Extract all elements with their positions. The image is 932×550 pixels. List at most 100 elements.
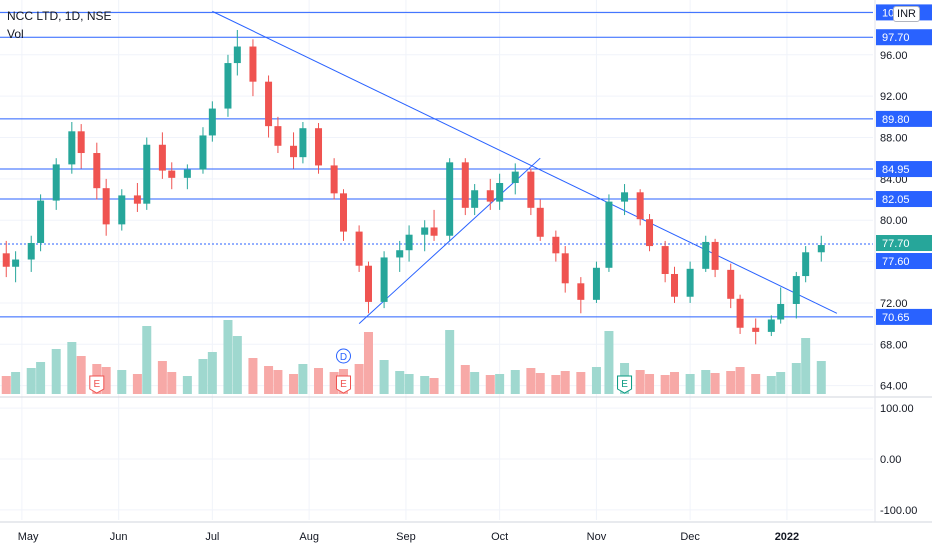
price-tick-label: 80.00 bbox=[880, 215, 908, 227]
time-tick-label: Oct bbox=[491, 531, 508, 543]
trendline bbox=[212, 10, 838, 314]
volume-bar bbox=[67, 342, 77, 394]
price-candles bbox=[2, 29, 825, 345]
candle-body bbox=[767, 319, 775, 332]
time-axis[interactable]: May Jun Jul Aug Sep Oct Nov Dec 2022 bbox=[18, 531, 799, 543]
level-price-tag bbox=[876, 191, 932, 208]
level-price-tag-label: 89.80 bbox=[882, 114, 910, 126]
candle-body bbox=[752, 327, 760, 332]
time-tick-label: Jul bbox=[205, 531, 219, 543]
candle-body bbox=[592, 267, 600, 300]
candle-body bbox=[102, 188, 110, 225]
currency-badge[interactable]: INR bbox=[893, 6, 920, 22]
volume-bar bbox=[223, 320, 233, 394]
time-tick-label: Dec bbox=[680, 531, 700, 543]
osc-tick-label: 100.00 bbox=[880, 403, 914, 415]
price-tick-label: 92.00 bbox=[880, 91, 908, 103]
candle-body bbox=[446, 162, 454, 236]
candle-body bbox=[430, 227, 438, 236]
candle-body bbox=[727, 269, 735, 299]
candle-body bbox=[168, 170, 176, 178]
volume-bar bbox=[363, 332, 373, 394]
price-tick-label: 72.00 bbox=[880, 298, 908, 310]
volume-bar bbox=[816, 361, 826, 394]
volume-bar bbox=[76, 356, 86, 394]
volume-bar bbox=[766, 376, 776, 394]
level-price-tag-label: 97.70 bbox=[882, 32, 910, 44]
candle-body bbox=[646, 219, 654, 247]
candle-body bbox=[158, 144, 166, 171]
earnings-marker-label: E bbox=[621, 379, 628, 390]
candle-body bbox=[12, 259, 20, 267]
earnings-marker-label: E bbox=[93, 379, 100, 390]
interval-label: 1D bbox=[64, 9, 81, 23]
volume-bar bbox=[248, 358, 258, 394]
volume-bar bbox=[51, 349, 61, 394]
volume-bar bbox=[460, 365, 470, 394]
volume-bar bbox=[485, 375, 495, 394]
candle-body bbox=[792, 276, 800, 304]
volume-bar bbox=[314, 368, 324, 394]
pane-separators bbox=[0, 0, 932, 523]
candle-body bbox=[577, 283, 585, 300]
volume-bar bbox=[132, 374, 142, 394]
candle-body bbox=[143, 144, 151, 204]
volume-bar bbox=[726, 371, 736, 394]
candle-body bbox=[37, 200, 45, 243]
volume-bar bbox=[635, 370, 645, 394]
volume-bar bbox=[535, 373, 545, 394]
price-tick-label: 88.00 bbox=[880, 133, 908, 145]
candle-body bbox=[183, 169, 191, 178]
candle-body bbox=[702, 241, 710, 269]
volume-bar bbox=[101, 367, 111, 394]
price-tick-label: 96.00 bbox=[880, 50, 908, 62]
candle-body bbox=[315, 128, 323, 166]
level-price-tag bbox=[876, 161, 932, 178]
price-axis[interactable]: 64.0068.0072.0076.0080.0084.0088.0092.00… bbox=[876, 4, 932, 517]
candle-body bbox=[671, 273, 679, 297]
candle-body bbox=[68, 131, 76, 165]
candle-body bbox=[486, 190, 494, 202]
candle-body bbox=[686, 268, 694, 297]
volume-bar bbox=[379, 360, 389, 394]
volume-bar bbox=[289, 374, 299, 394]
volume-bar bbox=[298, 364, 308, 394]
volume-bar bbox=[685, 374, 695, 394]
volume-bar bbox=[117, 370, 127, 394]
volume-bar bbox=[791, 363, 801, 394]
horizontal-levels[interactable] bbox=[0, 11, 873, 318]
volume-bar bbox=[526, 368, 536, 394]
volume-bar bbox=[354, 364, 364, 394]
candle-body bbox=[536, 207, 544, 237]
volume-legend: Vol bbox=[7, 27, 24, 41]
candle-body bbox=[274, 126, 282, 146]
volume-bar bbox=[273, 370, 283, 394]
volume-bar bbox=[395, 371, 405, 394]
volume-bar bbox=[198, 359, 208, 394]
level-price-tag-label: 82.05 bbox=[882, 194, 910, 206]
event-markers[interactable]: E E D E bbox=[89, 348, 633, 394]
volume-bar bbox=[445, 330, 455, 394]
price-tick-label: 64.00 bbox=[880, 381, 908, 393]
volume-bar bbox=[510, 370, 520, 394]
candle-body bbox=[527, 171, 535, 208]
volume-bar bbox=[429, 378, 439, 394]
level-price-tag bbox=[876, 235, 932, 252]
volume-bar bbox=[329, 372, 339, 394]
osc-tick-label: -100.00 bbox=[880, 505, 917, 517]
candle-body bbox=[605, 201, 613, 268]
candle-body bbox=[249, 46, 257, 82]
candle-body bbox=[636, 192, 644, 220]
candle-body bbox=[52, 164, 60, 201]
candle-body bbox=[802, 252, 810, 277]
candle-body bbox=[552, 236, 560, 254]
candle-body bbox=[355, 231, 363, 266]
candle-body bbox=[330, 165, 338, 194]
trendlines[interactable] bbox=[212, 10, 838, 324]
candle-body bbox=[290, 145, 298, 158]
candle-body bbox=[340, 193, 348, 232]
candle-body bbox=[199, 135, 207, 170]
level-price-tag bbox=[876, 29, 932, 46]
earnings-marker bbox=[336, 375, 352, 394]
